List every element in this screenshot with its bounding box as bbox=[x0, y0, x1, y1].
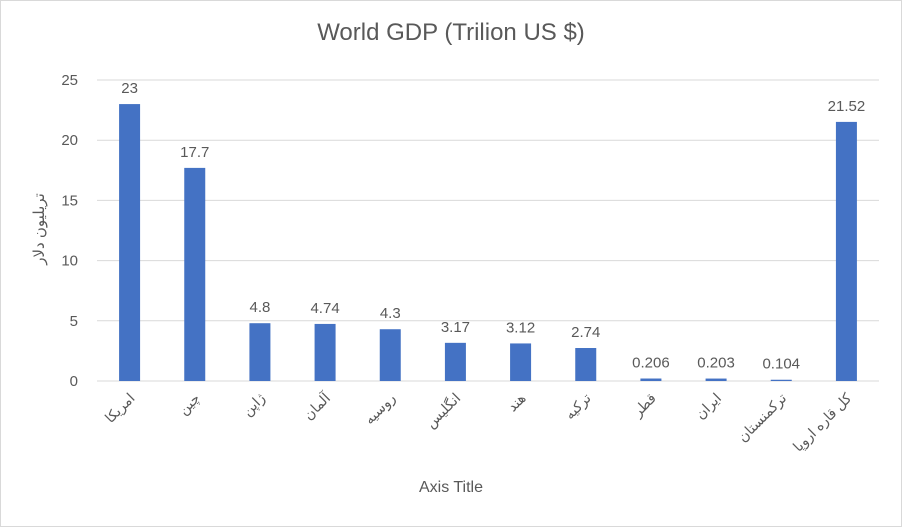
bar bbox=[640, 378, 662, 381]
data-label: 21.52 bbox=[828, 98, 866, 115]
data-label: 3.17 bbox=[441, 319, 470, 336]
bar bbox=[314, 323, 336, 381]
y-tick-label: 25 bbox=[61, 72, 78, 89]
bar bbox=[379, 329, 401, 381]
x-axis-title: Axis Title bbox=[418, 479, 483, 496]
y-tick-label: 0 bbox=[70, 373, 78, 390]
y-tick-label: 20 bbox=[61, 132, 78, 149]
y-tick-label: 15 bbox=[61, 192, 78, 209]
bar bbox=[184, 167, 206, 381]
data-label: 4.3 bbox=[380, 305, 401, 322]
y-tick-label: 10 bbox=[61, 253, 78, 270]
bar bbox=[770, 379, 792, 381]
data-label: 3.12 bbox=[506, 319, 535, 336]
data-label: 0.203 bbox=[697, 355, 735, 372]
data-label: 2.74 bbox=[571, 324, 600, 341]
x-tick-label: امریکا bbox=[102, 390, 139, 427]
bar bbox=[249, 323, 271, 381]
x-tick-label: ژاپن bbox=[239, 390, 269, 420]
bar bbox=[119, 104, 141, 381]
data-label: 4.74 bbox=[310, 300, 339, 317]
bar bbox=[575, 348, 597, 381]
x-tick-label: هند bbox=[504, 390, 529, 415]
x-tick-label: ترکیه bbox=[561, 390, 594, 423]
data-label: 23 bbox=[121, 80, 138, 97]
x-tick-label: آلمان bbox=[300, 389, 334, 423]
data-label: 0.206 bbox=[632, 355, 670, 372]
data-label: 4.8 bbox=[249, 299, 270, 316]
bar bbox=[444, 342, 466, 381]
x-tick-label: کل قاره اروپا bbox=[790, 390, 856, 456]
x-tick-label: روسیه bbox=[361, 390, 399, 428]
bar bbox=[835, 121, 857, 381]
x-tick-label: چین bbox=[175, 390, 204, 419]
bar bbox=[705, 378, 727, 381]
data-label: 17.7 bbox=[180, 144, 209, 161]
data-label: 0.104 bbox=[762, 356, 800, 373]
x-tick-label: قطر bbox=[629, 390, 660, 421]
y-tick-label: 5 bbox=[70, 313, 78, 330]
bar bbox=[510, 343, 532, 381]
x-tick-label: انگلیس bbox=[422, 390, 464, 432]
x-tick-label: ترکمنستان bbox=[734, 390, 790, 446]
x-tick-label: ایران bbox=[692, 390, 725, 423]
chart-title: World GDP (Trilion US $) bbox=[317, 19, 585, 46]
